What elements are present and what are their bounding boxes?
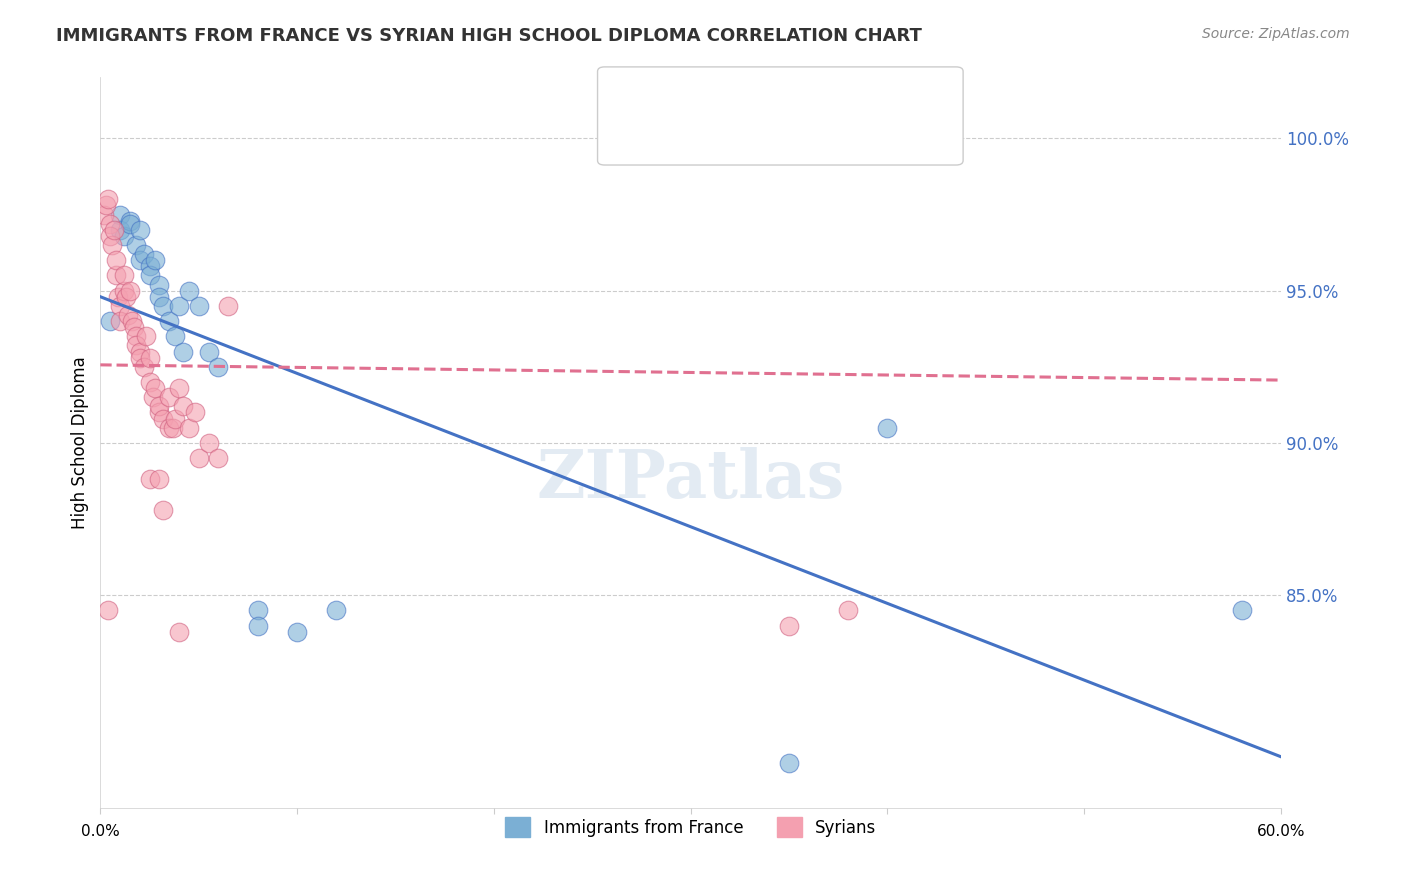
- Point: [165, 411, 187, 425]
- Point: [128, 253, 150, 268]
- Point: [112, 284, 135, 298]
- Point: [187, 299, 209, 313]
- Point: [112, 268, 135, 283]
- Point: [138, 268, 160, 283]
- Point: [197, 436, 219, 450]
- Point: [152, 411, 174, 425]
- Text: 0.0%: 0.0%: [82, 823, 120, 838]
- Point: [112, 228, 135, 243]
- Point: [167, 624, 190, 639]
- Point: [167, 299, 190, 313]
- Point: [138, 375, 160, 389]
- Point: [778, 756, 800, 770]
- Point: [177, 420, 200, 434]
- Point: [167, 381, 190, 395]
- Point: [93, 207, 115, 221]
- Point: [98, 314, 121, 328]
- Point: [172, 400, 194, 414]
- Point: [138, 473, 160, 487]
- Point: [128, 344, 150, 359]
- Point: [97, 192, 120, 206]
- Point: [128, 351, 150, 365]
- Point: [325, 603, 347, 617]
- Point: [108, 314, 131, 328]
- Point: [125, 238, 148, 252]
- Point: [125, 329, 148, 343]
- Point: [172, 344, 194, 359]
- Point: [142, 390, 165, 404]
- Point: [138, 351, 160, 365]
- Point: [162, 420, 184, 434]
- Point: [157, 390, 180, 404]
- Point: [101, 238, 124, 252]
- Point: [118, 213, 141, 227]
- Point: [138, 260, 160, 274]
- Point: [125, 338, 148, 352]
- Point: [145, 381, 167, 395]
- Point: [108, 207, 131, 221]
- Point: [148, 400, 170, 414]
- Point: [132, 359, 155, 374]
- Text: ■: ■: [626, 120, 647, 139]
- Point: [152, 299, 174, 313]
- Point: [1230, 603, 1253, 617]
- Point: [157, 420, 180, 434]
- Point: [128, 223, 150, 237]
- Point: [115, 290, 138, 304]
- Point: [108, 299, 131, 313]
- Point: [148, 405, 170, 419]
- Point: [98, 228, 121, 243]
- Legend: Immigrants from France, Syrians: Immigrants from France, Syrians: [499, 810, 883, 844]
- Text: R =  0.237   N = 52: R = 0.237 N = 52: [654, 120, 817, 138]
- Point: [107, 290, 129, 304]
- Point: [145, 253, 167, 268]
- Point: [197, 344, 219, 359]
- Point: [132, 247, 155, 261]
- Point: [246, 603, 269, 617]
- Text: ZIPatlas: ZIPatlas: [537, 447, 845, 512]
- Point: [117, 308, 139, 322]
- Point: [105, 268, 128, 283]
- Point: [184, 405, 207, 419]
- Point: [135, 329, 157, 343]
- Point: [157, 314, 180, 328]
- Point: [118, 284, 141, 298]
- Point: [108, 223, 131, 237]
- Point: [876, 420, 898, 434]
- Point: [285, 624, 308, 639]
- Point: [96, 198, 118, 212]
- Point: [778, 618, 800, 632]
- Point: [152, 503, 174, 517]
- Point: [105, 253, 128, 268]
- Point: [837, 603, 859, 617]
- Point: [148, 473, 170, 487]
- Text: Source: ZipAtlas.com: Source: ZipAtlas.com: [1202, 27, 1350, 41]
- Point: [187, 451, 209, 466]
- Point: [98, 217, 121, 231]
- Point: [103, 223, 125, 237]
- Point: [165, 329, 187, 343]
- Text: R = -0.216   N = 31: R = -0.216 N = 31: [654, 85, 817, 103]
- Point: [118, 217, 141, 231]
- Text: ■: ■: [626, 84, 647, 103]
- Text: IMMIGRANTS FROM FRANCE VS SYRIAN HIGH SCHOOL DIPLOMA CORRELATION CHART: IMMIGRANTS FROM FRANCE VS SYRIAN HIGH SC…: [56, 27, 922, 45]
- Point: [122, 320, 145, 334]
- Y-axis label: High School Diploma: High School Diploma: [72, 357, 89, 529]
- Point: [177, 284, 200, 298]
- Point: [148, 277, 170, 292]
- Point: [246, 618, 269, 632]
- Point: [121, 314, 143, 328]
- Point: [217, 299, 239, 313]
- Point: [207, 451, 229, 466]
- Point: [207, 359, 229, 374]
- Point: [97, 603, 120, 617]
- Text: 60.0%: 60.0%: [1257, 823, 1305, 838]
- Point: [148, 290, 170, 304]
